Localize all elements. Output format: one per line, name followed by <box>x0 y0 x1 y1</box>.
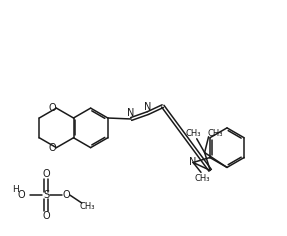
Text: O: O <box>42 211 50 221</box>
Text: O: O <box>18 190 25 200</box>
Text: CH₃: CH₃ <box>80 202 95 211</box>
Text: S: S <box>43 190 49 200</box>
Text: CH₃: CH₃ <box>194 174 210 183</box>
Text: N: N <box>144 102 152 112</box>
Text: O: O <box>62 190 70 200</box>
Text: O: O <box>49 103 56 113</box>
Text: O: O <box>42 169 50 179</box>
Text: CH₃: CH₃ <box>185 129 201 138</box>
Text: H: H <box>12 185 19 194</box>
Text: N: N <box>189 157 197 168</box>
Text: O: O <box>49 143 56 153</box>
Text: CH₃: CH₃ <box>208 129 223 138</box>
Text: N: N <box>127 108 135 118</box>
